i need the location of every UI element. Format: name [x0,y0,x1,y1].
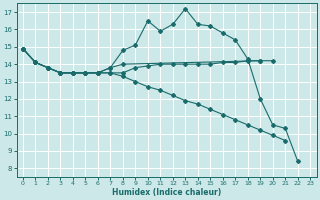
X-axis label: Humidex (Indice chaleur): Humidex (Indice chaleur) [112,188,221,197]
